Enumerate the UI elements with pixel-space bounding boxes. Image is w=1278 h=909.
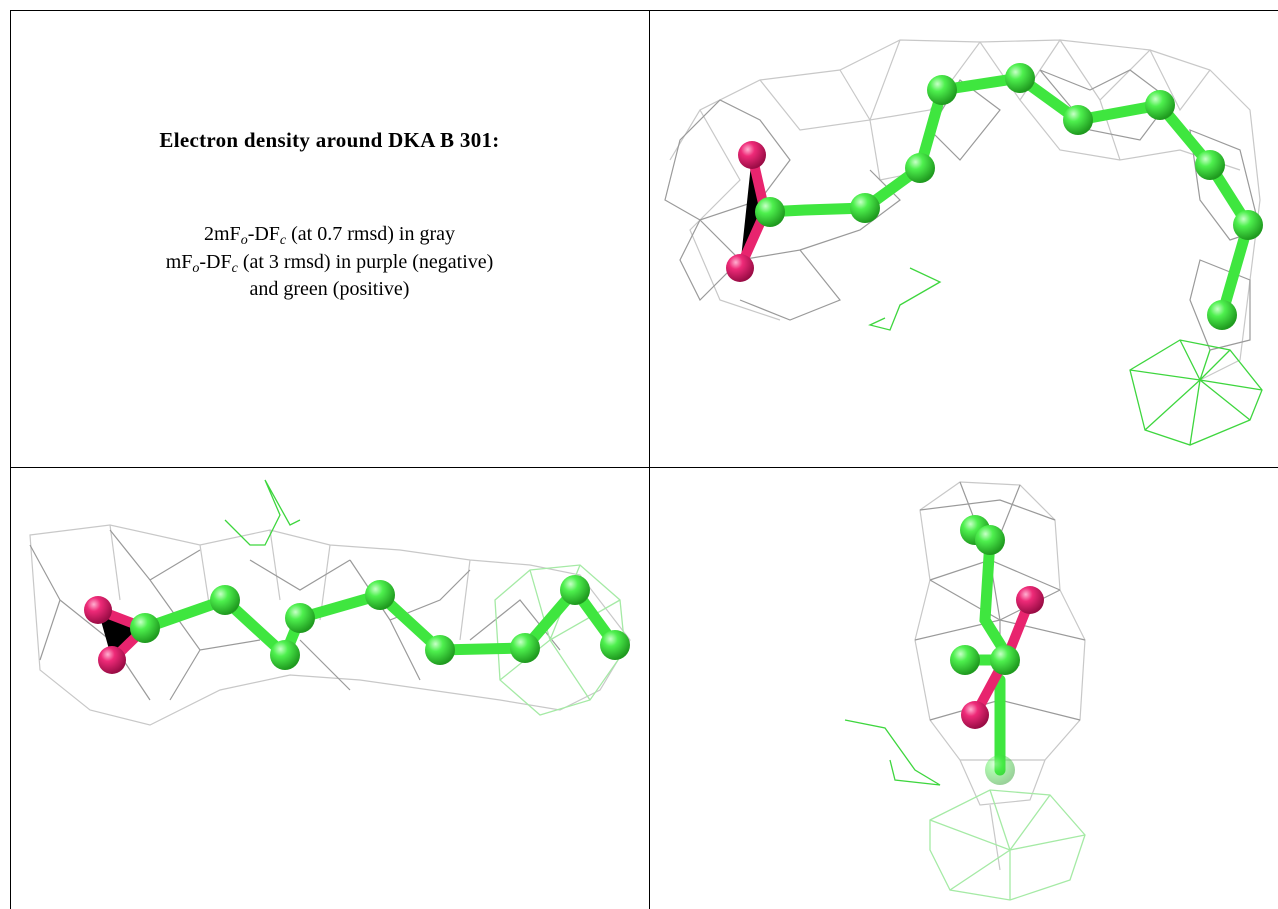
atom [950, 645, 980, 675]
text: 2mF [204, 223, 241, 245]
atom [510, 633, 540, 663]
atom [927, 75, 957, 105]
mesh-or-bond [759, 72, 1254, 321]
column-divider [649, 10, 650, 909]
atom [961, 701, 989, 729]
view-bottom-right [844, 481, 1086, 901]
atom [1145, 90, 1175, 120]
text: and green (positive) [249, 278, 410, 300]
row-divider [10, 467, 1278, 468]
atom [84, 596, 112, 624]
atom [425, 635, 455, 665]
group [726, 63, 1263, 330]
atom [738, 141, 766, 169]
atom [1005, 63, 1035, 93]
atom [600, 630, 630, 660]
atom [285, 603, 315, 633]
atom [990, 645, 1020, 675]
mesh-or-bond [29, 524, 631, 726]
caption-title: Electron density around DKA B 301: [159, 128, 500, 152]
caption-line: 2mFo-DFc (at 0.7 rmsd) in gray [10, 221, 649, 249]
mesh-or-bond [1129, 339, 1263, 446]
atom [755, 197, 785, 227]
atom [1063, 105, 1093, 135]
table-frame [10, 10, 1278, 909]
mesh-or-bond [929, 789, 1086, 901]
atom [985, 755, 1015, 785]
atom [130, 613, 160, 643]
text: mF [165, 250, 193, 273]
text: -DF [199, 250, 232, 273]
subscript: c [279, 233, 287, 248]
text: (at 3 rmsd) in purple (negative) [237, 250, 494, 273]
atom [560, 575, 590, 605]
atom [1207, 300, 1237, 330]
mesh-or-bond [224, 479, 301, 546]
caption: Electron density around DKA B 301: 2mFo-… [10, 10, 649, 304]
text: (at 0.7 rmsd) in gray [286, 223, 455, 245]
subscript: o [192, 260, 200, 276]
caption-lines: 2mFo-DFc (at 0.7 rmsd) in gray mFo-DFc (… [10, 221, 649, 304]
caption-line: mFo-DFc (at 3 rmsd) in purple (negative) [10, 249, 649, 277]
mesh-or-bond [868, 267, 942, 331]
atom [975, 525, 1005, 555]
atom [210, 585, 240, 615]
atom [365, 580, 395, 610]
subscript: c [231, 260, 238, 276]
view-bottom-left [29, 479, 631, 726]
group [950, 515, 1044, 785]
atom [270, 640, 300, 670]
atom [1016, 586, 1044, 614]
atom [726, 254, 754, 282]
text: -DF [247, 223, 280, 245]
group [84, 575, 630, 674]
atom [98, 646, 126, 674]
subscript: o [240, 233, 248, 248]
atom [1233, 210, 1263, 240]
view-top-right [664, 38, 1263, 446]
caption-line: and green (positive) [10, 276, 649, 304]
atom [850, 193, 880, 223]
mesh-or-bond [844, 719, 941, 786]
atom [1195, 150, 1225, 180]
atom [905, 153, 935, 183]
